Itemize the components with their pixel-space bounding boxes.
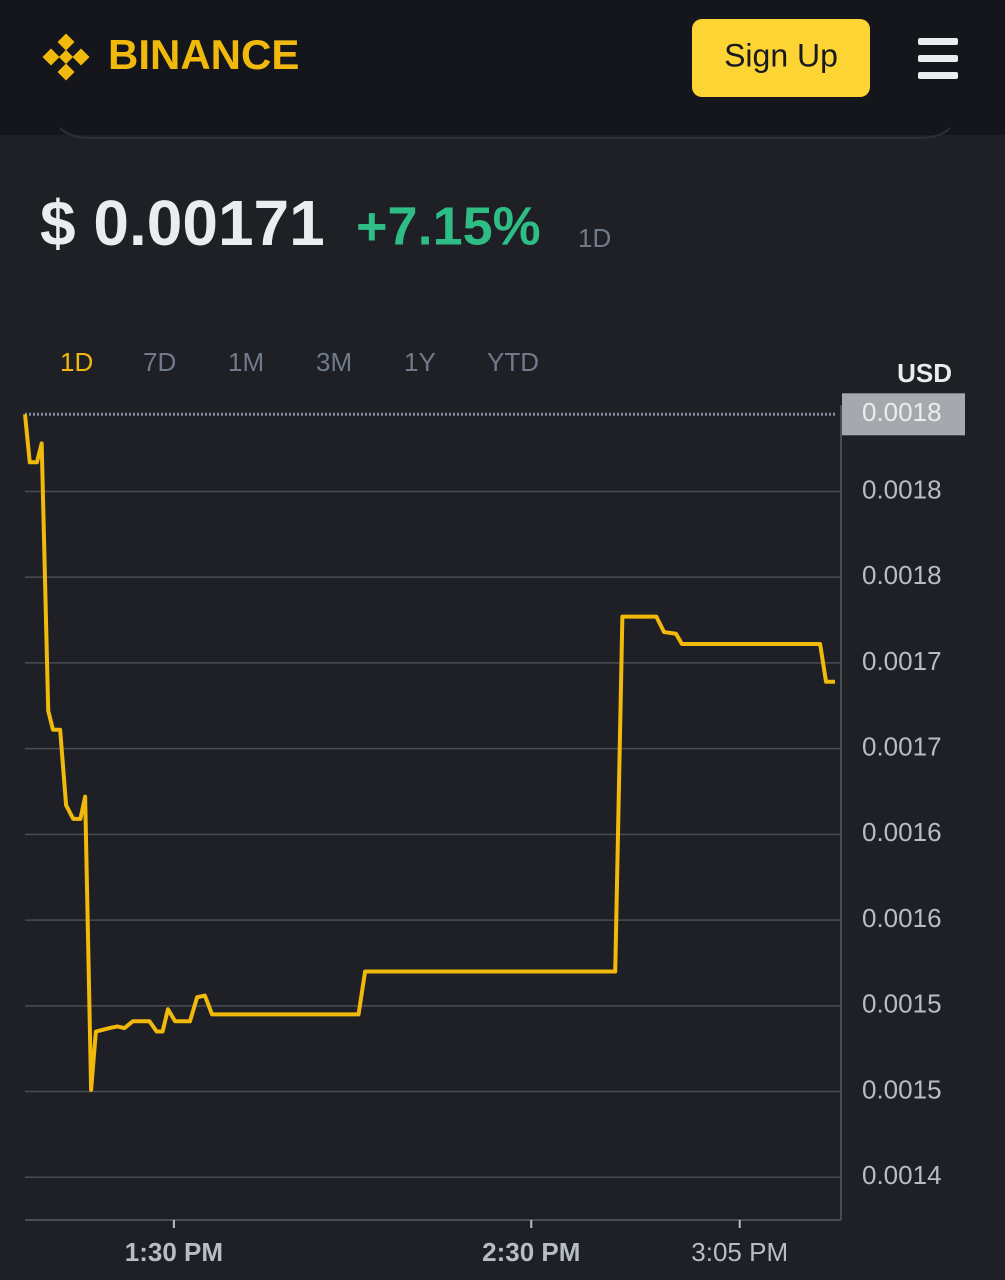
sign-up-button[interactable] <box>692 19 870 97</box>
card-edge <box>59 127 951 139</box>
tab[interactable]: 1Y <box>404 347 436 377</box>
tab[interactable]: 3M <box>316 347 352 377</box>
y-tick-label: 0.0016 <box>862 903 942 933</box>
y-tick-label: 0.0015 <box>862 989 942 1019</box>
y-tick-label: 0.0016 <box>862 817 942 847</box>
tab[interactable]: YTD <box>487 347 539 377</box>
y-tick-label: 0.0017 <box>862 732 942 762</box>
menu-icon[interactable] <box>918 38 958 79</box>
y-tick-label: 0.0014 <box>862 1160 942 1190</box>
y-tick-label: 0.0017 <box>862 646 942 676</box>
price-period: 1D <box>578 223 611 253</box>
price-line <box>23 414 835 1092</box>
price: $ 0.00171 <box>40 187 325 259</box>
x-tick-label: 1:30 PM <box>125 1237 223 1267</box>
currency: USD <box>897 358 952 388</box>
x-tick-label: 3:05 PM <box>691 1237 788 1267</box>
tab[interactable]: 7D <box>143 347 176 377</box>
price-change: +7.15% <box>356 196 541 256</box>
tabs: 1D 7D 1M 3M 1Y YTD <box>60 347 539 377</box>
y-tick-label: 0.0015 <box>862 1074 942 1104</box>
tab[interactable]: 1M <box>228 347 264 377</box>
last-price-label: 0.0018 <box>862 397 942 427</box>
y-tick-label: 0.0018 <box>862 560 942 590</box>
last-price-box <box>842 393 965 436</box>
logo-text: BINANCE <box>108 31 299 78</box>
tab[interactable]: 1D <box>60 347 93 377</box>
sign-up-label[interactable]: Sign Up <box>724 37 838 73</box>
y-tick-label: 0.0018 <box>862 474 942 504</box>
x-tick-label: 2:30 PM <box>482 1237 580 1267</box>
